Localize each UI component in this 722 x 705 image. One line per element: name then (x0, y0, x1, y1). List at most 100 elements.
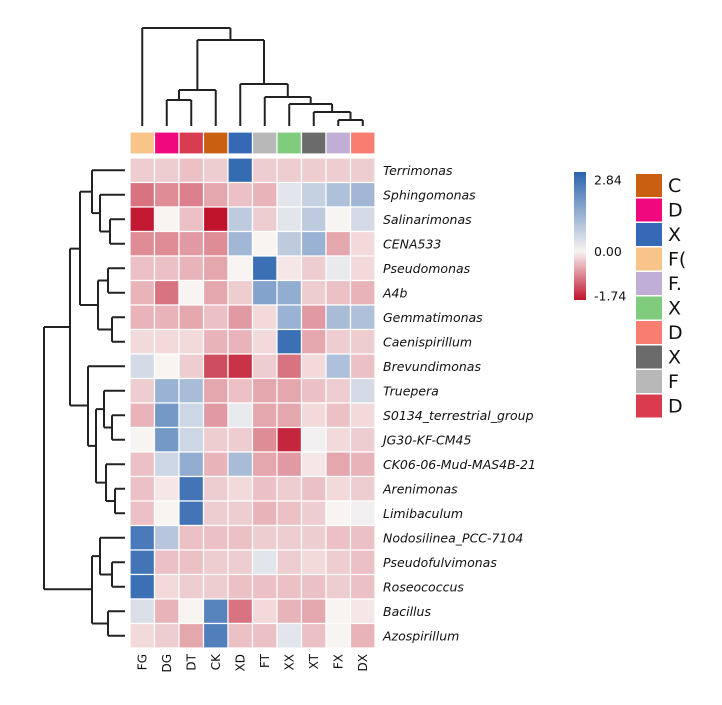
annotation-cell (276, 131, 303, 155)
heatmap-cell (276, 230, 303, 257)
heatmap-cell (300, 402, 327, 429)
heatmap-cell (178, 206, 205, 233)
heatmap-cell (153, 402, 180, 429)
heatmap-cell (178, 598, 205, 625)
heatmap-cell (349, 230, 376, 257)
legend-label: X (668, 298, 681, 320)
heatmap-cell (349, 181, 376, 208)
row-label: Roseococcus (383, 579, 464, 594)
annotation-cell (227, 131, 254, 155)
heatmap-cell (325, 255, 352, 282)
heatmap-cell (129, 402, 156, 429)
heatmap-cell (300, 157, 327, 184)
column-label: FX (331, 654, 345, 669)
heatmap-cell (300, 549, 327, 576)
column-label: XT (307, 653, 321, 669)
heatmap-cell (129, 549, 156, 576)
heatmap-cell (251, 206, 278, 233)
column-label: DG (160, 654, 174, 673)
heatmap-cell (325, 181, 352, 208)
heatmap-cell (276, 549, 303, 576)
heatmap-cell (153, 622, 180, 649)
heatmap-cell (227, 426, 254, 453)
heatmap-cell (202, 255, 229, 282)
heatmap-cell (276, 451, 303, 478)
heatmap-cell (178, 230, 205, 257)
heatmap-cell (251, 255, 278, 282)
heatmap-cell (129, 255, 156, 282)
annotation-cell (300, 131, 327, 155)
column-label: FT (258, 653, 272, 668)
row-label: Terrimonas (383, 163, 453, 178)
heatmap-cell (349, 353, 376, 380)
column-annotation-bar (129, 131, 376, 155)
heatmap-cell (227, 598, 254, 625)
heatmap-cell (251, 402, 278, 429)
heatmap-cell (300, 451, 327, 478)
colorbar: 2.84 0.00 -1.74 (574, 172, 626, 304)
heatmap-cell (325, 279, 352, 306)
heatmap-cell (276, 206, 303, 233)
heatmap-cell (276, 622, 303, 649)
heatmap-cell (129, 426, 156, 453)
heatmap-cell (153, 255, 180, 282)
legend-swatch (636, 321, 662, 344)
legend-label: D (668, 322, 683, 344)
legend-swatch (636, 223, 662, 246)
heatmap-cell (178, 475, 205, 502)
heatmap-cell (227, 475, 254, 502)
heatmap-cell (227, 524, 254, 551)
heatmap-cell (300, 353, 327, 380)
row-label: Arenimonas (382, 481, 458, 496)
heatmap-cell (178, 255, 205, 282)
heatmap-cell (202, 426, 229, 453)
annotation-cell (349, 131, 376, 155)
heatmap-cell (276, 475, 303, 502)
heatmap-cell (202, 451, 229, 478)
heatmap-cell (129, 451, 156, 478)
heatmap-cell (178, 500, 205, 527)
heatmap-cell (227, 573, 254, 600)
row-label: Pseudofulvimonas (383, 555, 497, 570)
heatmap-cell (325, 157, 352, 184)
heatmap-cell (178, 328, 205, 355)
heatmap-cell (227, 157, 254, 184)
annotation-cell (178, 131, 205, 155)
heatmap-cell (325, 598, 352, 625)
heatmap-cell (129, 524, 156, 551)
heatmap-cell (178, 524, 205, 551)
annotation-cell (129, 131, 156, 155)
row-label: Azospirillum (382, 628, 459, 643)
heatmap-cell (300, 304, 327, 331)
heatmap-cell (202, 549, 229, 576)
heatmap-cell (349, 279, 376, 306)
row-label: Limibaculum (383, 506, 463, 521)
heatmap-cell (202, 230, 229, 257)
heatmap-cell (129, 328, 156, 355)
heatmap-cell (178, 353, 205, 380)
heatmap-cell (178, 377, 205, 404)
heatmap-cell (251, 426, 278, 453)
heatmap-cell (178, 157, 205, 184)
legend-swatch (636, 174, 662, 197)
heatmap-cell (251, 598, 278, 625)
heatmap-cell (300, 524, 327, 551)
row-label: S0134_terrestrial_group (383, 408, 534, 423)
heatmap-cell (251, 181, 278, 208)
heatmap-cell (325, 426, 352, 453)
legend-label: C (668, 175, 681, 197)
heatmap-cell (325, 206, 352, 233)
heatmap-cell (325, 451, 352, 478)
heatmap-cell (276, 426, 303, 453)
heatmap-cell (129, 598, 156, 625)
heatmap-cell (300, 255, 327, 282)
legend-label: F (668, 371, 679, 393)
heatmap-cell (276, 328, 303, 355)
heatmap-cell (276, 524, 303, 551)
heatmap-cell (129, 475, 156, 502)
heatmap-cell (202, 206, 229, 233)
heatmap-cell (251, 377, 278, 404)
heatmap-cell (129, 573, 156, 600)
